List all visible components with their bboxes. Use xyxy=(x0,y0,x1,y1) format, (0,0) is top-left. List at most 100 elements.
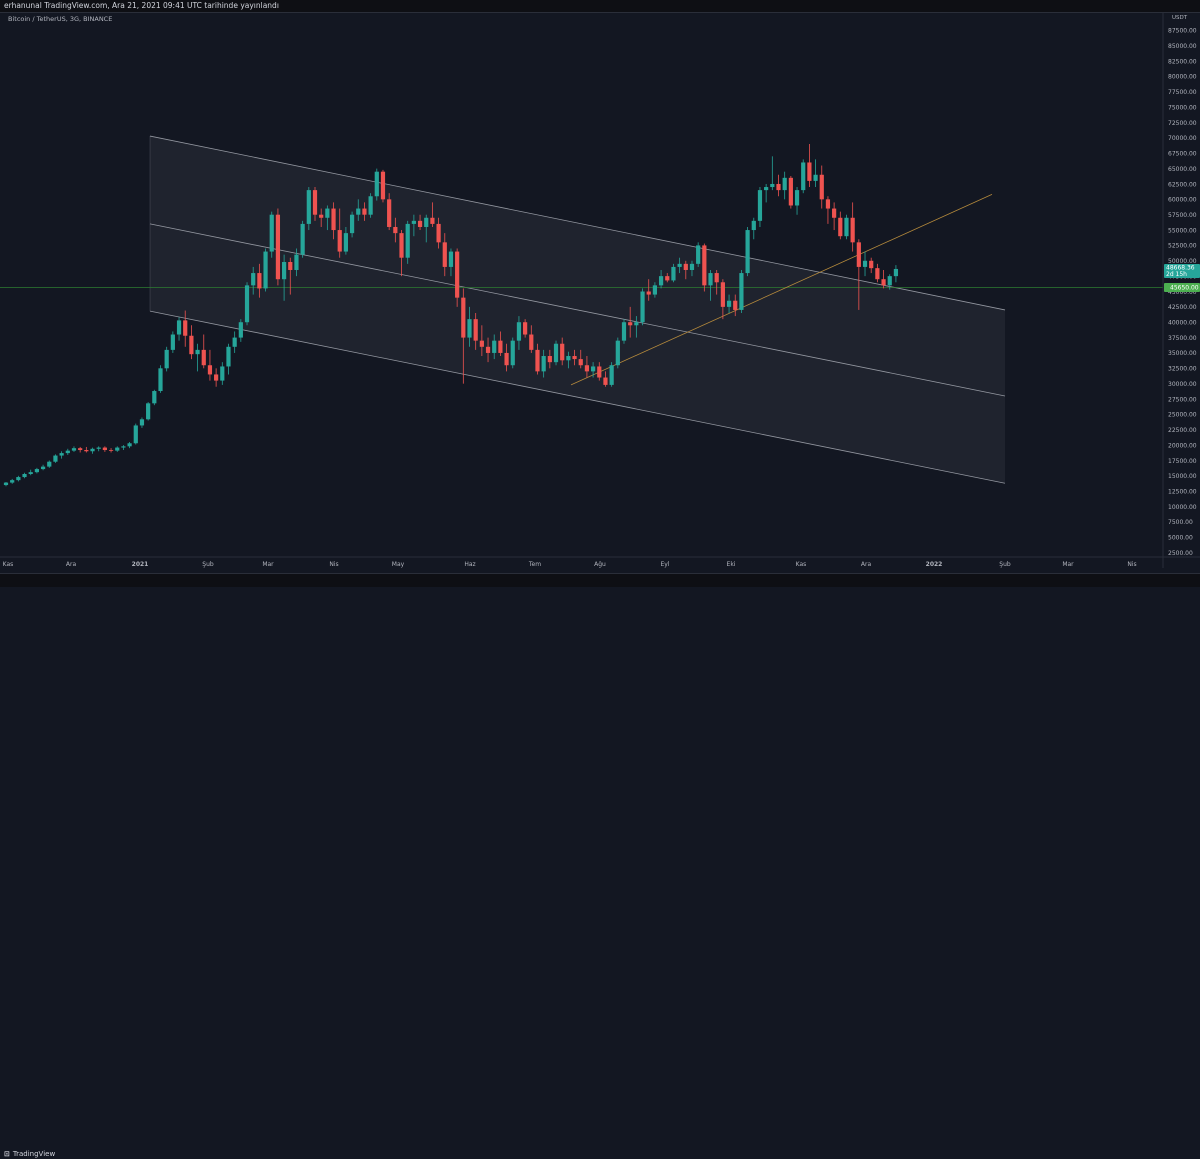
candle-body xyxy=(387,199,392,227)
candle-body xyxy=(850,217,855,243)
candle-body xyxy=(702,245,707,286)
tradingview-logo: ⊡ TradingView xyxy=(4,1148,55,1159)
time-tick-label: Mar xyxy=(262,561,274,568)
candle-body xyxy=(312,190,318,215)
candle-body xyxy=(801,162,806,191)
price-tick-label: 75000.00 xyxy=(1168,104,1197,111)
candle-body xyxy=(442,242,447,267)
candle-body xyxy=(541,356,546,372)
candle-body xyxy=(424,217,429,227)
candle-body xyxy=(331,208,336,231)
candle-body xyxy=(628,322,633,326)
candle-body xyxy=(591,366,596,372)
candle-body xyxy=(745,230,750,274)
candle-body xyxy=(584,365,590,372)
candle-body xyxy=(325,208,330,218)
level-price-badge xyxy=(1164,283,1200,293)
trendline xyxy=(570,194,993,386)
candle-body xyxy=(529,334,534,350)
candle-body xyxy=(356,208,361,215)
candle-body xyxy=(319,214,324,218)
price-tick-label: 25000.00 xyxy=(1168,412,1197,419)
candle-body xyxy=(875,268,880,280)
candle-body xyxy=(523,322,528,335)
candle-body xyxy=(807,162,812,181)
price-tick-label: 10000.00 xyxy=(1168,504,1197,511)
candle-body xyxy=(856,242,861,267)
price-tick-label: 50000.00 xyxy=(1168,258,1197,265)
candle-body xyxy=(751,220,756,231)
candle-body xyxy=(226,346,231,367)
candle-body xyxy=(220,366,225,381)
candle-body xyxy=(405,223,410,258)
price-tick-label: 72500.00 xyxy=(1168,120,1197,127)
price-tick-label: 57500.00 xyxy=(1168,212,1197,219)
candle-body xyxy=(84,450,89,452)
last-price-label: 48668.36 xyxy=(1166,264,1195,271)
candle-body xyxy=(368,196,373,215)
candle-body xyxy=(263,251,268,289)
candle-body xyxy=(393,226,398,234)
candle-body xyxy=(238,322,243,338)
tradingview-logo-icon: ⊡ xyxy=(4,1149,10,1158)
candle-body xyxy=(34,469,39,473)
time-tick-label: Eyl xyxy=(660,561,669,568)
time-tick-label: Nis xyxy=(329,561,338,568)
channel-upper-line xyxy=(149,135,1006,311)
time-tick-label: May xyxy=(392,561,405,568)
price-tick-label: 77500.00 xyxy=(1168,89,1197,96)
candle-body xyxy=(572,356,577,360)
candle-body xyxy=(164,349,169,369)
candle-body xyxy=(275,214,281,280)
time-tick-label: Kas xyxy=(796,561,807,568)
candle-body xyxy=(399,233,404,258)
candle-body xyxy=(183,320,188,336)
candle-body xyxy=(257,273,262,289)
price-tick-label: 70000.00 xyxy=(1168,135,1197,142)
candle-body xyxy=(757,190,763,221)
candle-body xyxy=(349,214,355,234)
candle-body xyxy=(714,273,719,283)
time-tick-label: Ara xyxy=(66,561,77,568)
candle-body xyxy=(485,346,491,353)
candle-body xyxy=(176,320,182,335)
candle-body xyxy=(282,262,287,280)
symbol-legend[interactable]: Bitcoin / TetherUS, 3G, BINANCE xyxy=(8,15,113,23)
time-tick-label: 2022 xyxy=(926,561,943,568)
countdown-label: 2d 15h xyxy=(1166,271,1187,278)
candle-body xyxy=(127,443,132,447)
publish-info: erhanunal TradingView.com, Ara 21, 2021 … xyxy=(4,1,279,10)
tradingview-logo-text: TradingView xyxy=(12,1149,56,1158)
candle-body xyxy=(547,356,552,363)
candle-body xyxy=(788,177,793,206)
price-tick-label: 82500.00 xyxy=(1168,58,1197,65)
candle-body xyxy=(516,322,522,341)
candle-body xyxy=(28,472,33,474)
time-tick-label: Şub xyxy=(202,561,214,568)
candle-body xyxy=(380,171,386,200)
candle-body xyxy=(609,365,614,385)
price-tick-label: 40000.00 xyxy=(1168,320,1197,327)
time-tick-label: Mar xyxy=(1062,561,1074,568)
candle-body xyxy=(621,322,627,341)
candle-body xyxy=(665,276,670,281)
candle-body xyxy=(78,448,83,451)
candle-body xyxy=(22,473,27,478)
candle-body xyxy=(152,391,157,404)
candle-body xyxy=(251,273,256,286)
candle-body xyxy=(146,403,151,420)
price-tick-label: 2500.00 xyxy=(1168,550,1193,557)
candle-body xyxy=(417,220,423,227)
time-tick-label: Haz xyxy=(464,561,475,568)
candle-body xyxy=(733,300,738,310)
last-price-badge xyxy=(1164,263,1200,278)
price-chart[interactable]: 2500.00 5000.00 7500.00 10000.00 12500.00 150… xyxy=(0,0,1200,586)
candle-body xyxy=(720,282,725,307)
candle-body xyxy=(671,266,676,281)
candle-body xyxy=(887,276,892,286)
currency-label: USDT xyxy=(1172,15,1188,21)
candle-body xyxy=(10,480,15,483)
candle-body xyxy=(862,260,868,267)
candle-body xyxy=(108,450,114,451)
candle-body xyxy=(362,208,367,215)
